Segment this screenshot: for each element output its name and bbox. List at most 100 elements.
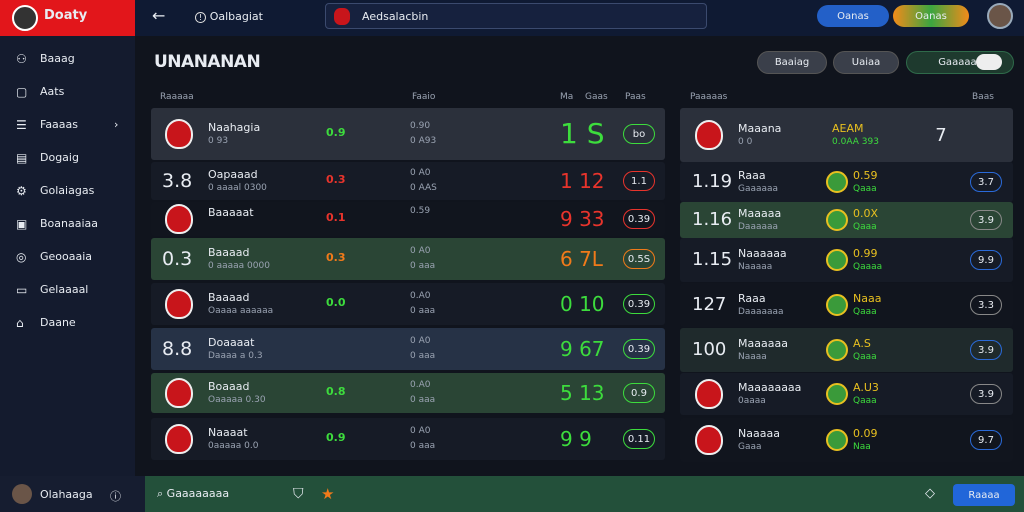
stat-sub: Qaaa — [853, 307, 877, 317]
action-button[interactable]: Raaaa — [953, 484, 1015, 506]
score: 9 33 — [560, 207, 605, 231]
table-row[interactable] — [151, 418, 665, 460]
shield-icon[interactable]: ⛉ — [293, 486, 304, 502]
mini-crest — [826, 171, 848, 193]
odds-badge[interactable]: bo — [623, 124, 655, 144]
star-icon[interactable]: ★ — [321, 485, 335, 503]
odds-badge[interactable]: 7 — [935, 124, 947, 146]
team-name: Raaa — [738, 169, 766, 182]
odds-badge[interactable]: 3.7 — [970, 172, 1002, 192]
odds-badge[interactable]: 3.9 — [970, 210, 1002, 230]
team-crest — [165, 119, 193, 149]
back-button[interactable]: ← — [152, 6, 166, 25]
logo-area: Doaty — [0, 0, 135, 36]
sidebar-item[interactable]: Golaiagas — [40, 184, 95, 197]
column-header: Gaas — [585, 92, 608, 102]
sidebar-item[interactable]: Dogaig — [40, 151, 79, 164]
team-name: Naaaat — [208, 426, 248, 439]
stat-sub: Qaaa — [853, 184, 877, 194]
team-crest — [165, 289, 193, 319]
row-rating: 3.8 — [162, 170, 193, 192]
table-row[interactable] — [151, 162, 665, 200]
team-sub: Oaaaaa 0.30 — [208, 395, 266, 405]
table-row[interactable] — [151, 373, 665, 413]
search-box[interactable]: Aedsalacbin — [325, 3, 707, 29]
main-title: UNANANAN — [154, 52, 261, 72]
stat-sub: Naa — [853, 442, 871, 452]
stat: 0.59 — [853, 169, 878, 182]
mini-crest — [826, 429, 848, 451]
team-name: Baaaad — [208, 291, 250, 304]
team-name: Boaaad — [208, 380, 250, 393]
team-name: Naaaaa — [738, 427, 780, 440]
toolbar-button[interactable]: Uaiaa — [833, 51, 899, 74]
user-avatar — [12, 484, 32, 504]
pill-1[interactable]: Oanas — [817, 5, 889, 27]
sidebar-icon: ▭ — [16, 283, 28, 297]
sidebar-item[interactable]: Gelaaaal — [40, 283, 89, 296]
odds-badge[interactable]: 9.7 — [970, 430, 1002, 450]
toggle[interactable] — [976, 54, 1002, 70]
odds-badge[interactable]: 0.5S — [623, 249, 655, 269]
table-row[interactable] — [680, 108, 1013, 162]
odds-badge[interactable]: 0.39 — [623, 339, 655, 359]
odds-badge[interactable]: 3.9 — [970, 340, 1002, 360]
sidebar-item[interactable]: Geooaaia — [40, 250, 93, 263]
team-sub: 0 0 — [738, 137, 753, 147]
search-icon — [334, 8, 350, 25]
team-sub: 0 aaaaa 0000 — [208, 261, 270, 271]
odds-badge[interactable]: 0.9 — [623, 383, 655, 403]
table-row[interactable] — [151, 202, 665, 236]
stat: 0.09 — [853, 427, 878, 440]
pill-2[interactable]: Oanas — [893, 5, 969, 27]
user-bar: Olahaaga ⓘ — [0, 476, 145, 512]
table-row[interactable] — [151, 108, 665, 160]
team-name: Maaaaaaaa — [738, 381, 802, 394]
sidebar-item[interactable]: Faaaas — [40, 118, 79, 131]
bottom-search[interactable]: Gaaaaaaaa — [166, 487, 230, 500]
table-row[interactable] — [151, 238, 665, 280]
bottombar: ⌕ Gaaaaaaaa ⛉ ★ ◇ Raaaa — [145, 476, 1024, 512]
sidebar-item[interactable]: Boanaaiaa — [40, 217, 99, 230]
stat: 0.3 — [326, 251, 346, 264]
search-text: Aedsalacbin — [362, 10, 429, 23]
score: 0 10 — [560, 292, 605, 316]
info-sub: 0 aaa — [410, 441, 436, 451]
odds-badge[interactable]: 0.11 — [623, 429, 655, 449]
info: 0 A0 — [410, 426, 431, 436]
odds-badge[interactable]: 0.39 — [623, 294, 655, 314]
info-sub: 0 aaa — [410, 395, 436, 405]
odds-badge[interactable]: 0.39 — [623, 209, 655, 229]
toolbar-button[interactable]: Baaiag — [757, 51, 827, 74]
row-rating: 100 — [692, 339, 727, 360]
team-name: Maaaaaa — [738, 337, 788, 350]
row-rating: 1.15 — [692, 249, 733, 270]
stat: 0.9 — [326, 126, 346, 139]
row-rating: 0.3 — [162, 248, 193, 270]
diamond-icon[interactable]: ◇ — [925, 486, 935, 501]
odds-badge[interactable]: 9.9 — [970, 250, 1002, 270]
table-row[interactable] — [151, 328, 665, 370]
column-header: Ma — [560, 92, 574, 102]
team-sub: Daaaa a 0.3 — [208, 351, 263, 361]
odds-badge[interactable]: 3.3 — [970, 295, 1002, 315]
info: 0 A0 — [410, 168, 431, 178]
sidebar-item[interactable]: Baaag — [40, 52, 75, 65]
table-row[interactable] — [151, 283, 665, 325]
sidebar-item[interactable]: Daane — [40, 316, 76, 329]
team-name: Baaaad — [208, 246, 250, 259]
sidebar-item[interactable]: Aats — [40, 85, 65, 98]
row-rating: 8.8 — [162, 338, 193, 360]
row-rating: 1.16 — [692, 209, 733, 230]
column-header: Faaio — [412, 92, 436, 102]
team-name: Oapaaad — [208, 168, 258, 181]
team-sub: Naaaa — [738, 352, 767, 362]
score: 9 67 — [560, 337, 605, 361]
info-sub: 0 aaa — [410, 261, 436, 271]
sidebar-icon: ⌂ — [16, 316, 24, 330]
info-icon[interactable]: ⓘ — [110, 490, 121, 503]
odds-badge[interactable]: 3.9 — [970, 384, 1002, 404]
team-name: Baaaaat — [208, 206, 254, 219]
avatar[interactable] — [987, 3, 1013, 29]
odds-badge[interactable]: 1.1 — [623, 171, 655, 191]
